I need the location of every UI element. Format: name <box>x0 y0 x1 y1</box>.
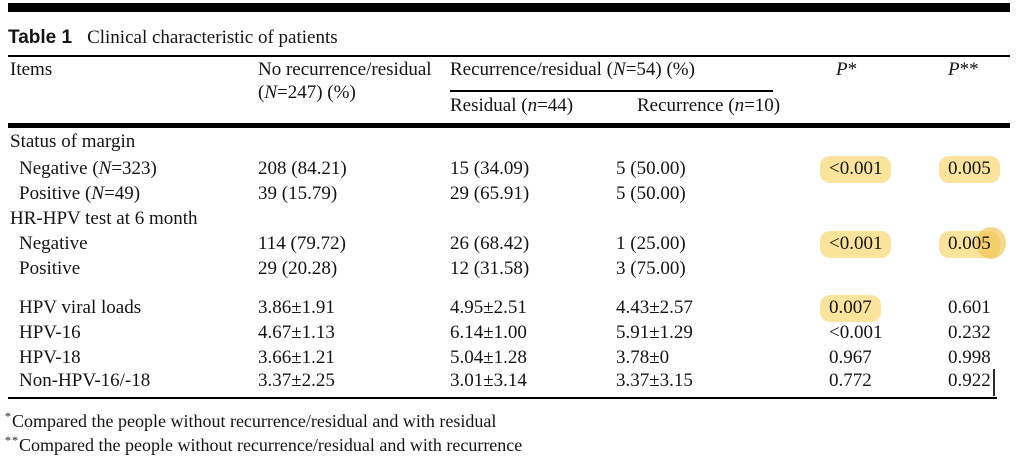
highlight: 0.007 <box>820 295 881 322</box>
cell-recurrence: 5 (50.00) <box>616 183 686 204</box>
cell-p-star: 0.967 <box>829 347 872 368</box>
cell-residual: 3.01±3.14 <box>450 370 527 391</box>
table-row: Non-HPV-16/-18 3.37±2.25 3.01±3.14 3.37±… <box>0 371 1017 393</box>
row-label: Negative <box>19 233 88 254</box>
cell-residual: 4.95±2.51 <box>450 297 527 318</box>
bottom-rule <box>8 397 997 399</box>
cell-p-double-star: 0.601 <box>948 297 991 318</box>
header-rule <box>8 123 1010 128</box>
row-group-label: Status of margin <box>10 131 136 152</box>
row-label: Positive <box>19 258 81 279</box>
cell-recurrence: 4.43±2.57 <box>616 297 693 318</box>
column-header-items: Items <box>10 59 53 80</box>
highlight: <0.001 <box>820 156 892 183</box>
cell-no-recurrence: 3.86±1.91 <box>258 297 335 318</box>
cell-no-recurrence: 39 (15.79) <box>258 183 338 204</box>
cell-recurrence: 3.78±0 <box>616 347 670 368</box>
cell-no-recurrence: 208 (84.21) <box>258 158 347 179</box>
cell-p-double-star: 0.922 <box>948 370 991 391</box>
column-header-recurrence: Recurrence (n=10) <box>637 95 781 116</box>
cell-no-recurrence: 3.66±1.21 <box>258 347 335 368</box>
row-label: HPV-16 <box>19 322 81 343</box>
highlight: 0.005 <box>939 156 1000 183</box>
table-caption: Table 1 Clinical characteristic of patien… <box>8 27 338 49</box>
cell-no-recurrence: 4.67±1.13 <box>258 322 335 343</box>
highlight: <0.001 <box>820 231 892 258</box>
cell-no-recurrence: 114 (79.72) <box>258 233 346 254</box>
cell-p-star: <0.001 <box>829 322 883 343</box>
cell-recurrence: 3.37±3.15 <box>616 370 693 391</box>
cell-p-double-star: 0.005 <box>939 156 1000 183</box>
cell-p-double-star: 0.005 <box>939 227 1006 259</box>
footnote: **Compared the people without recurrence… <box>5 429 1017 456</box>
row-label: HPV-18 <box>19 347 81 368</box>
table-row: Positive 29 (20.28) 12 (31.58) 3 (75.00) <box>0 259 1017 281</box>
table-number-label: Table 1 <box>8 27 73 48</box>
table-row-group: Status of margin <box>0 132 1017 154</box>
row-label: Negative (N=323) <box>19 158 157 179</box>
table-row: Negative 114 (79.72) 26 (68.42) 1 (25.00… <box>0 227 1017 259</box>
table-title: Clinical characteristic of patients <box>87 27 338 48</box>
highlight-double: 0.005 <box>939 227 1006 259</box>
cell-residual: 15 (34.09) <box>450 158 530 179</box>
column-header-recurrence-group: Recurrence/residual (N=54) (%) <box>450 59 695 80</box>
table-row-group: HR-HPV test at 6 month <box>0 209 1017 231</box>
cell-residual: 26 (68.42) <box>450 233 530 254</box>
footnote-text: Compared the people without recurrence/r… <box>19 435 523 455</box>
column-header-residual: Residual (n=44) <box>450 95 574 116</box>
table-row: HPV-16 4.67±1.13 6.14±1.00 5.91±1.29 <0.… <box>0 323 1017 345</box>
row-label: HPV viral loads <box>19 297 142 318</box>
footnote-star: * <box>5 409 12 423</box>
cell-p-star: <0.001 <box>820 231 892 258</box>
cell-p-star: 0.007 <box>820 295 881 322</box>
column-header-p-star: P* <box>836 59 858 80</box>
cell-residual: 6.14±1.00 <box>450 322 527 343</box>
cell-recurrence: 5.91±1.29 <box>616 322 693 343</box>
cell-p-star: 0.772 <box>829 370 872 391</box>
recurrence-group-span-rule <box>450 90 773 92</box>
column-header-no-recurrence-n: (N=247) (%) <box>258 82 356 103</box>
row-label: Non-HPV-16/-18 <box>19 370 151 391</box>
cell-no-recurrence: 3.37±2.25 <box>258 370 335 391</box>
cell-residual: 5.04±1.28 <box>450 347 527 368</box>
cell-recurrence: 5 (50.00) <box>616 158 686 179</box>
column-header-p-double-star: P** <box>948 59 979 80</box>
row-label: Positive (N=49) <box>19 183 141 204</box>
cell-residual: 12 (31.58) <box>450 258 530 279</box>
table-header-row-1b: (N=247) (%) <box>0 83 1017 105</box>
cell-recurrence: 3 (75.00) <box>616 258 686 279</box>
footnote-star: ** <box>5 433 19 447</box>
text-cursor[interactable] <box>993 369 995 396</box>
row-group-label: HR-HPV test at 6 month <box>10 208 198 229</box>
cell-p-double-star: 0.232 <box>948 322 991 343</box>
table-header-row-2: Residual (n=44) Recurrence (n=10) <box>0 96 1017 118</box>
table-row: Negative (N=323) 208 (84.21) 15 (34.09) … <box>0 156 1017 183</box>
cell-p-star: <0.001 <box>820 156 892 183</box>
cell-recurrence: 1 (25.00) <box>616 233 686 254</box>
cell-p-double-star: 0.998 <box>948 347 991 368</box>
caption-rule <box>8 55 1010 57</box>
table-header-row-1: Items No recurrence/residual Recurrence/… <box>0 60 1017 82</box>
cell-residual: 29 (65.91) <box>450 183 530 204</box>
table-row: HPV-18 3.66±1.21 5.04±1.28 3.78±0 0.967 … <box>0 348 1017 370</box>
footnote-text: Compared the people without recurrence/r… <box>12 411 497 431</box>
column-header-no-recurrence: No recurrence/residual <box>258 59 432 80</box>
table-row: Positive (N=49) 39 (15.79) 29 (65.91) 5 … <box>0 184 1017 206</box>
cell-no-recurrence: 29 (20.28) <box>258 258 338 279</box>
footnote: *Compared the people without recurrence/… <box>5 405 1017 432</box>
top-rule <box>8 3 1010 12</box>
table-row: HPV viral loads 3.86±1.91 4.95±2.51 4.43… <box>0 295 1017 322</box>
